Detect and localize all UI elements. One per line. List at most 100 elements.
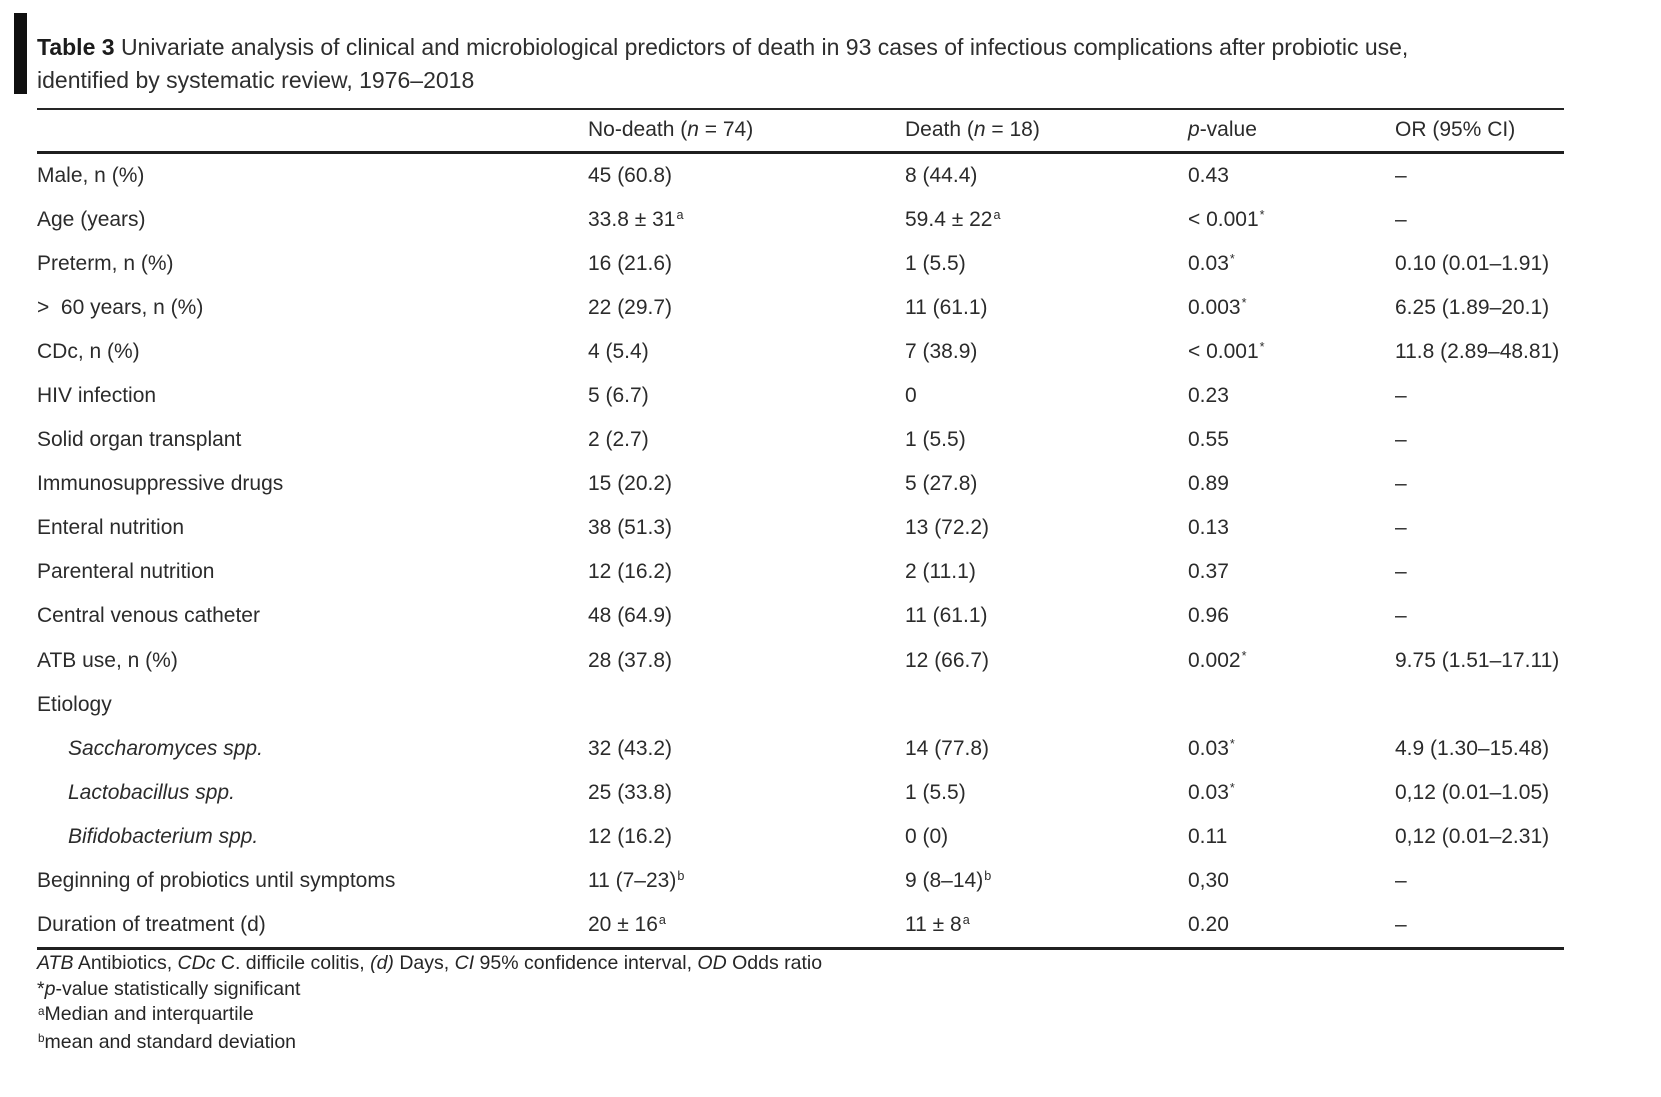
cell-p-value: 0.96	[1188, 604, 1229, 628]
table-body: Male, n (%) 45 (60.8) 8 (44.4) 0.43 – Age (ye…	[37, 154, 1564, 951]
cell-p-value: 0.37	[1188, 560, 1229, 584]
header-p-value: p-value	[1188, 118, 1257, 142]
cell-p-value: 0.11	[1188, 824, 1228, 848]
cell-death: 0	[905, 384, 917, 408]
cell-death: 13 (72.2)	[905, 516, 990, 540]
row-label: CDc, n (%)	[37, 339, 140, 363]
table-row: Lactobacillus spp. 25 (33.8) 1 (5.5) 0.03* 0…	[37, 771, 1564, 815]
cell-no-death: 32 (43.2)	[588, 736, 673, 760]
header-death: Death (n = 18)	[905, 118, 1040, 142]
cell-p-value: 0.55	[1188, 428, 1229, 452]
table-header-row: No-death (n = 74) Death (n = 18) p-value…	[37, 110, 1564, 154]
cell-death: 11 (61.1)	[905, 295, 988, 319]
cell-death: 14 (77.8)	[905, 736, 990, 760]
row-label: Bifidobacterium spp.	[68, 824, 259, 848]
cell-p-value: 0.89	[1188, 472, 1229, 496]
row-label: ATB use, n (%)	[37, 648, 178, 672]
row-label: Central venous catheter	[37, 604, 260, 628]
cell-no-death: 33.8 ± 31a	[588, 207, 684, 231]
cell-death: 1 (5.5)	[905, 251, 966, 275]
table-row: Male, n (%) 45 (60.8) 8 (44.4) 0.43 –	[37, 154, 1564, 198]
cell-no-death: 45 (60.8)	[588, 163, 673, 187]
table-row: CDc, n (%) 4 (5.4) 7 (38.9) < 0.001* 11.8 (2…	[37, 330, 1564, 374]
table-row: HIV infection 5 (6.7) 0 0.23 –	[37, 374, 1564, 418]
cell-p-value: 0.03*	[1188, 736, 1235, 760]
cell-death: 8 (44.4)	[905, 163, 978, 187]
footnote-median: aMedian and interquartile	[38, 1003, 254, 1025]
row-label: Beginning of probiotics until symptoms	[37, 869, 396, 893]
cell-or-ci: –	[1395, 913, 1407, 937]
row-label: HIV infection	[37, 384, 157, 408]
row-label: Male, n (%)	[37, 163, 145, 187]
cell-or-ci: –	[1395, 604, 1407, 628]
cell-death: 11 ± 8a	[905, 913, 970, 937]
table-row: Immunosuppressive drugs 15 (20.2) 5 (27.8)…	[37, 462, 1564, 506]
cell-no-death: 20 ± 16a	[588, 913, 666, 937]
cell-or-ci: –	[1395, 560, 1407, 584]
cell-or-ci: 11.8 (2.89–48.81)	[1395, 339, 1560, 363]
cell-no-death: 22 (29.7)	[588, 295, 673, 319]
cell-p-value: < 0.001*	[1188, 339, 1265, 363]
footnote-significance: *p-value statistically significant	[37, 977, 301, 1000]
cell-or-ci: –	[1395, 163, 1407, 187]
cell-death: 5 (27.8)	[905, 472, 978, 496]
table-row: > 60 years, n (%) 22 (29.7) 11 (61.1) 0.003…	[37, 286, 1564, 330]
row-label: Parenteral nutrition	[37, 560, 215, 584]
cell-death: 11 (61.1)	[905, 604, 988, 628]
table-row: Parenteral nutrition 12 (16.2) 2 (11.1) 0.3…	[37, 550, 1564, 594]
cell-no-death: 15 (20.2)	[588, 472, 673, 496]
cell-no-death: 11 (7–23)b	[588, 869, 685, 893]
cell-no-death: 4 (5.4)	[588, 339, 649, 363]
cell-death: 12 (66.7)	[905, 648, 990, 672]
cell-or-ci: 9.75 (1.51–17.11)	[1395, 648, 1560, 672]
cell-p-value: 0,30	[1188, 869, 1229, 893]
header-no-death: No-death (n = 74)	[588, 118, 754, 142]
cell-death: 9 (8–14)b	[905, 869, 992, 893]
cell-or-ci: –	[1395, 869, 1407, 893]
cell-no-death: 5 (6.7)	[588, 384, 649, 408]
table-row: Preterm, n (%) 16 (21.6) 1 (5.5) 0.03* 0.10 …	[37, 242, 1564, 286]
cell-or-ci: 6.25 (1.89–20.1)	[1395, 295, 1550, 319]
row-label: Saccharomyces spp.	[68, 736, 263, 760]
cell-or-ci: 0.10 (0.01–1.91)	[1395, 251, 1550, 275]
cell-death: 2 (11.1)	[905, 560, 976, 584]
data-table: No-death (n = 74) Death (n = 18) p-value…	[37, 108, 1564, 951]
table-row: Duration of treatment (d) 20 ± 16a 11 ± 8a…	[37, 903, 1564, 947]
row-label: Preterm, n (%)	[37, 251, 174, 275]
cell-or-ci: –	[1395, 384, 1407, 408]
footnote-mean: bmean and standard deviation	[38, 1030, 297, 1053]
cell-p-value: 0.03*	[1188, 251, 1235, 275]
table-caption: Table 3 Univariate analysis of clinical …	[37, 31, 1492, 97]
table-row: Enteral nutrition 38 (51.3) 13 (72.2) 0.13 –	[37, 506, 1564, 550]
cell-death: 1 (5.5)	[905, 428, 966, 452]
cell-p-value: < 0.001*	[1188, 207, 1265, 231]
cell-p-value: 0.23	[1188, 384, 1229, 408]
cell-no-death: 25 (33.8)	[588, 780, 673, 804]
row-label: Age (years)	[37, 207, 146, 231]
cell-no-death: 16 (21.6)	[588, 251, 673, 275]
row-label: Solid organ transplant	[37, 428, 242, 452]
cell-p-value: 0.03*	[1188, 780, 1235, 804]
cell-or-ci: –	[1395, 516, 1407, 540]
table-row: Bifidobacterium spp. 12 (16.2) 0 (0) 0.11 0,…	[37, 815, 1564, 859]
row-label: Immunosuppressive drugs	[37, 472, 284, 496]
cell-p-value: 0.002*	[1188, 648, 1247, 672]
table-row: Central venous catheter 48 (64.9) 11 (61.1…	[37, 594, 1564, 638]
row-label: Lactobacillus spp.	[68, 780, 235, 804]
cell-death: 1 (5.5)	[905, 780, 966, 804]
cell-no-death: 12 (16.2)	[588, 560, 673, 584]
cell-or-ci: 0,12 (0.01–2.31)	[1395, 824, 1550, 848]
cell-or-ci: –	[1395, 428, 1407, 452]
table-row: Solid organ transplant 2 (2.7) 1 (5.5) 0.55…	[37, 418, 1564, 462]
cell-death: 0 (0)	[905, 824, 949, 848]
cell-death: 59.4 ± 22a	[905, 207, 1001, 231]
row-label: Enteral nutrition	[37, 516, 185, 540]
table-row: Age (years) 33.8 ± 31a 59.4 ± 22a < 0.001* –	[37, 198, 1564, 242]
table-row: Saccharomyces spp. 32 (43.2) 14 (77.8) 0.03…	[37, 727, 1564, 771]
cell-or-ci: 0,12 (0.01–1.05)	[1395, 780, 1550, 804]
cell-no-death: 12 (16.2)	[588, 824, 673, 848]
footnote-abbreviations: ATB Antibiotics, CDc C. difficile coliti…	[37, 952, 823, 974]
cell-or-ci: 4.9 (1.30–15.48)	[1395, 736, 1550, 760]
cell-p-value: 0.43	[1188, 163, 1229, 187]
cell-p-value: 0.13	[1188, 516, 1229, 540]
